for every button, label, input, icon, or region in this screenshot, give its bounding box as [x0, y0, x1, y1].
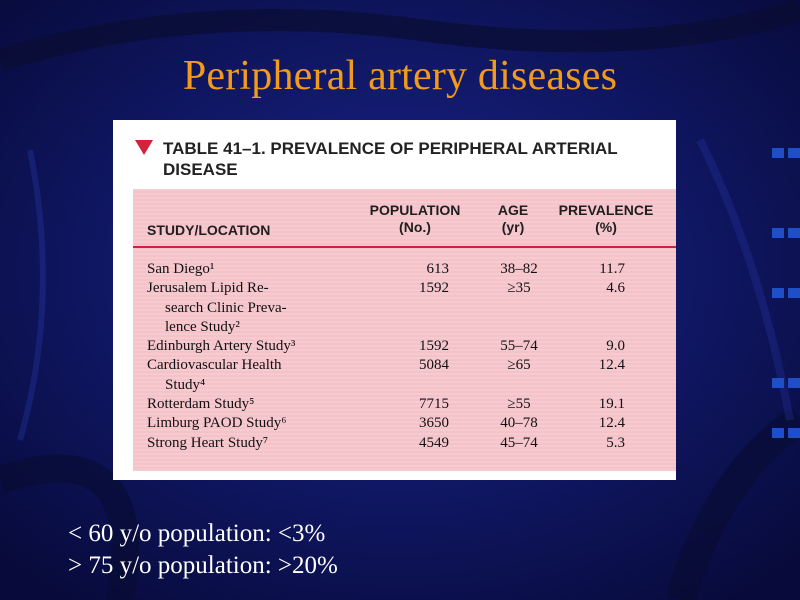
cell-population: 613	[426, 261, 450, 277]
table-image: TABLE 41–1. PREVALENCE OF PERIPHERAL ART…	[113, 120, 676, 480]
table-title-line2: DISEASE	[163, 160, 238, 179]
cell-population: 3650	[419, 415, 449, 432]
cell-study-line: Rotterdam Study⁵	[147, 396, 255, 413]
note-line-2: > 75 y/o population: >20%	[68, 552, 338, 579]
cell-study: Cardiovascular Health Study⁴	[133, 356, 676, 395]
cell-prevalence: 19.1	[598, 396, 625, 413]
header-divider	[133, 246, 676, 248]
cell-age: 55–74	[500, 338, 538, 355]
table-row: Strong Heart Study⁷ 4549 45–74 5.3	[133, 434, 676, 453]
cell-population: 5084	[419, 357, 449, 374]
table-row: Edinburgh Artery Study³ 1592 55–74 9.0	[133, 337, 676, 356]
cell-age: ≥65	[507, 357, 531, 374]
header-age-line2: (yr)	[501, 219, 525, 235]
header-age: AGE (yr)	[485, 202, 541, 236]
cell-study-line: San Diego¹	[147, 261, 215, 277]
header-prevalence: PREVALENCE (%)	[551, 202, 661, 236]
cell-population: 4549	[419, 434, 449, 451]
header-population: POPULATION (No.)	[359, 202, 471, 236]
cell-prevalence: 12.4	[598, 415, 625, 432]
cell-study-line: Jerusalem Lipid Re-	[147, 280, 269, 297]
cell-prevalence: 4.6	[606, 280, 625, 297]
table-body: STUDY/LOCATION POPULATION (No.) AGE (yr)…	[133, 189, 676, 471]
cell-prevalence: 9.0	[606, 338, 625, 355]
table-row: Limburg PAOD Study⁶ 3650 40–78 12.4	[133, 414, 676, 433]
cell-study: Jerusalem Lipid Re-search Clinic Preva-l…	[133, 279, 676, 337]
cell-prevalence: 11.7	[599, 261, 625, 277]
header-population-line1: POPULATION	[369, 202, 461, 218]
cell-study: Strong Heart Study⁷	[133, 434, 676, 453]
red-triangle-icon	[135, 140, 153, 155]
cell-age: 40–78	[500, 415, 538, 432]
cell-study: Edinburgh Artery Study³	[133, 337, 676, 356]
table-row: San Diego¹ 613 38–82 11.7	[133, 260, 676, 279]
table-row: Cardiovascular Health Study⁴ 5084 ≥65 12.4	[133, 356, 676, 395]
cell-study-line: Study⁴	[165, 376, 206, 393]
header-prevalence-line2: (%)	[595, 219, 617, 235]
cell-study-line: Strong Heart Study⁷	[147, 434, 269, 451]
cell-study-line: Limburg PAOD Study⁶	[147, 415, 287, 432]
cell-population: 1592	[419, 338, 449, 355]
slide-title: Peripheral artery diseases	[182, 53, 618, 99]
cell-study: Rotterdam Study⁵	[133, 395, 676, 414]
table-title-line1: TABLE 41–1. PREVALENCE OF PERIPHERAL ART…	[163, 139, 618, 158]
table-row: Jerusalem Lipid Re-search Clinic Preva-l…	[133, 279, 676, 337]
table-title: TABLE 41–1. PREVALENCE OF PERIPHERAL ART…	[163, 138, 673, 180]
note-line-1: < 60 y/o population: <3%	[68, 520, 326, 547]
header-prevalence-line1: PREVALENCE	[558, 202, 654, 218]
notes: < 60 y/o population: <3% > 75 y/o popula…	[68, 518, 338, 582]
cell-age: ≥35	[507, 280, 531, 297]
cell-study-line: search Clinic Preva-	[165, 299, 287, 316]
cell-population: 1592	[419, 280, 449, 297]
cell-study-line: Cardiovascular Health	[147, 357, 282, 374]
cell-age: ≥55	[507, 396, 531, 413]
cell-prevalence: 5.3	[606, 434, 625, 451]
table-row: Rotterdam Study⁵ 7715 ≥55 19.1	[133, 395, 676, 414]
cell-population: 7715	[419, 396, 449, 413]
table-rows: San Diego¹ 613 38–82 11.7 Jerusalem Lipid Re…	[133, 260, 676, 453]
cell-age: 45–74	[500, 434, 538, 451]
header-population-line2: (No.)	[399, 219, 431, 235]
cell-study-line: lence Study²	[165, 318, 240, 335]
cell-study-line: Edinburgh Artery Study³	[147, 338, 296, 355]
header-age-line1: AGE	[497, 202, 529, 218]
cell-study: San Diego¹	[133, 260, 676, 279]
cell-prevalence: 12.4	[598, 357, 625, 374]
cell-study: Limburg PAOD Study⁶	[133, 414, 676, 433]
header-study: STUDY/LOCATION	[147, 222, 271, 238]
cell-age: 38–82	[500, 261, 538, 277]
